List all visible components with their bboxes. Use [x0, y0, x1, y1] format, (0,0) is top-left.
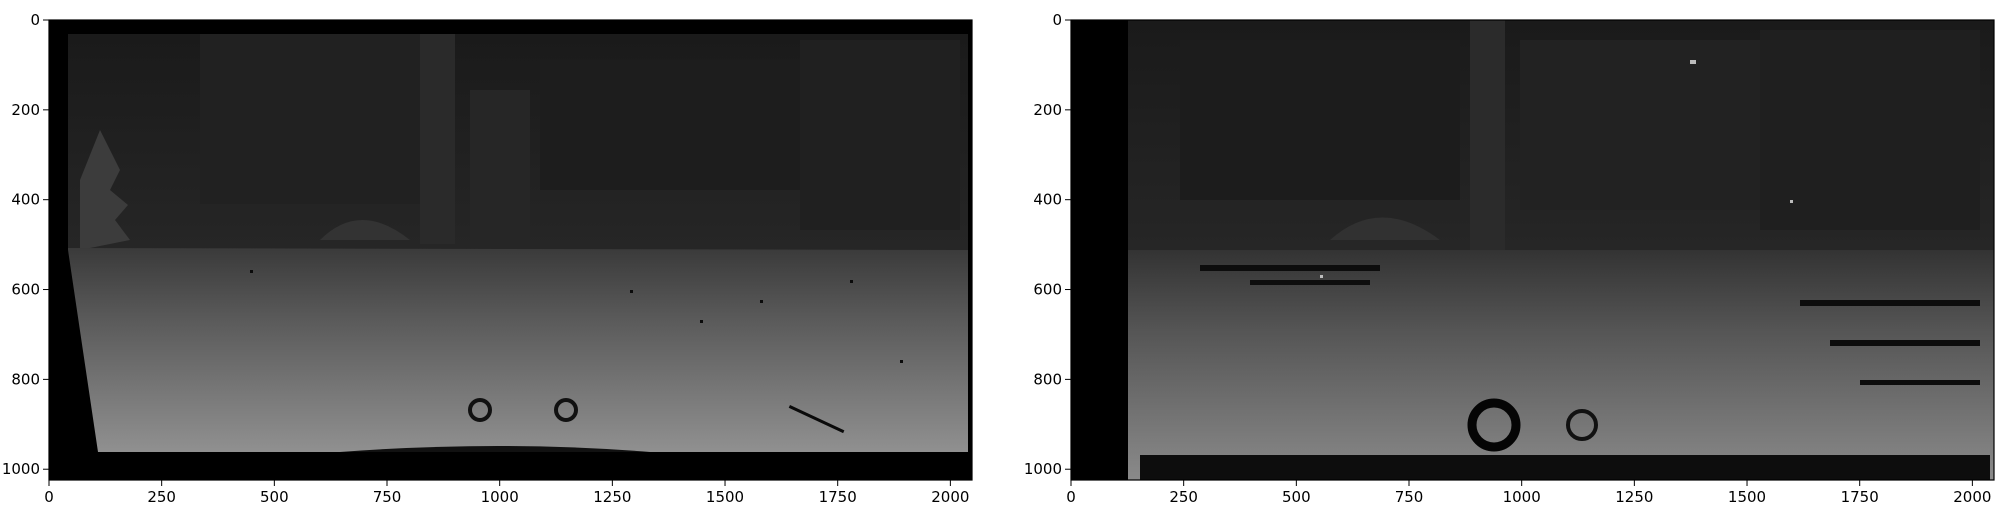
axes-layer: 0 250 500 750 1000 1250 1500 1750 20000200400600… [2, 11, 1992, 506]
right-y-tick-label: 0 [1052, 11, 1062, 29]
left-image-panel [49, 20, 972, 480]
right-image-panel [1071, 20, 1994, 480]
right-x-tick-label: 500 [1282, 488, 1311, 506]
left-y-tick-label: 1000 [2, 460, 40, 478]
right-x-tick-label: 2000 [1953, 488, 1991, 506]
left-x-tick-label: 1000 [481, 488, 519, 506]
left-road-region [68, 248, 968, 452]
left-x-tick-label: 1250 [593, 488, 631, 506]
left-x-tick-label: 1750 [819, 488, 857, 506]
left-y-tick-label: 200 [11, 101, 40, 119]
left-y-tick-label: 600 [11, 281, 40, 299]
left-tree-shape [80, 130, 130, 250]
right-y-tick-label: 200 [1033, 101, 1062, 119]
left-y-tick-label: 400 [11, 191, 40, 209]
left-x-tick-label: 500 [260, 488, 289, 506]
right-x-tick-label: 1250 [1615, 488, 1653, 506]
left-x-tick-label: 250 [147, 488, 176, 506]
left-x-tick-label: 1500 [706, 488, 744, 506]
right-y-tick-label: 400 [1033, 191, 1062, 209]
left-x-tick-label: 0 [44, 488, 54, 506]
right-x-tick-label: 1500 [1728, 488, 1766, 506]
right-x-tick-label: 750 [1395, 488, 1424, 506]
left-x-tick-label: 750 [373, 488, 402, 506]
right-x-tick-label: 1750 [1841, 488, 1879, 506]
right-invalid-strip [1071, 20, 1128, 480]
right-y-tick-label: 1000 [1024, 460, 1062, 478]
left-x-tick-label: 2000 [931, 488, 969, 506]
right-axes-frame [1070, 19, 1995, 481]
right-x-tick-label: 0 [1066, 488, 1076, 506]
right-road-region [1128, 250, 1994, 480]
right-x-tick-label: 1000 [1503, 488, 1541, 506]
left-y-tick-label: 0 [30, 11, 40, 29]
left-axes-frame [48, 19, 973, 481]
right-y-tick-label: 600 [1033, 281, 1062, 299]
left-y-tick-label: 800 [11, 370, 40, 388]
right-y-tick-label: 800 [1033, 370, 1062, 388]
right-x-tick-label: 250 [1169, 488, 1198, 506]
